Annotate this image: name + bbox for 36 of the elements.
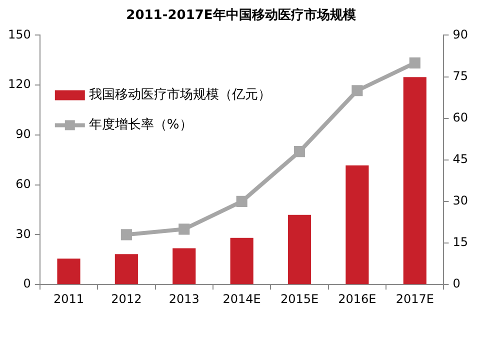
point <box>178 224 190 235</box>
x-tick-label: 2013 <box>168 292 200 306</box>
y-tick-label: 30 <box>16 226 31 241</box>
bar <box>114 254 138 284</box>
legend-label: 我国移动医疗市场规模（亿元） <box>88 88 271 103</box>
y-tick-label: 60 <box>16 176 31 191</box>
bar <box>346 165 369 284</box>
bar <box>288 214 312 284</box>
point <box>294 146 306 158</box>
y2-tick-label: 90 <box>452 27 468 42</box>
y2-tick-label: 45 <box>452 152 468 166</box>
point <box>409 57 420 68</box>
bar <box>172 248 196 284</box>
y2-tick-label: 15 <box>452 235 468 250</box>
x-tick-label: 2015E <box>280 292 319 306</box>
y2-tick-label: 60 <box>452 110 468 124</box>
bar <box>403 77 426 284</box>
x-tick-label: 2016E <box>338 292 376 306</box>
y-tick-label: 90 <box>16 127 31 142</box>
point <box>236 196 248 207</box>
bar <box>230 238 254 284</box>
y-tick-label: 150 <box>8 27 31 42</box>
y-tick-label: 120 <box>8 77 31 92</box>
y2-tick-label: 30 <box>452 194 468 208</box>
point <box>352 85 363 96</box>
y-tick-label: 0 <box>23 276 31 291</box>
bar <box>57 258 80 284</box>
legend-label: 年度增长率（%） <box>88 116 192 133</box>
chart-title: 2011-2017E年中国移动医疗市场规模 <box>125 6 357 24</box>
x-tick-label: 2011 <box>53 292 84 306</box>
x-tick-label: 2017E <box>396 292 434 306</box>
x-tick-label: 2012 <box>111 292 142 306</box>
y2-tick-label: 75 <box>452 68 468 83</box>
x-tick-label: 2014E <box>222 292 261 306</box>
y2-tick-label: 0 <box>452 276 460 291</box>
point <box>120 229 132 240</box>
